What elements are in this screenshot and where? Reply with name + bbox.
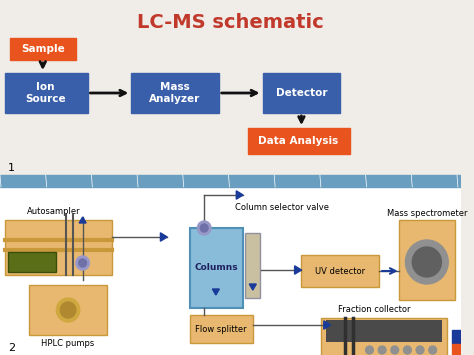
FancyBboxPatch shape [29,285,107,335]
FancyBboxPatch shape [10,38,76,60]
Text: Sample: Sample [21,44,64,54]
FancyBboxPatch shape [321,318,447,355]
Circle shape [197,221,211,235]
FancyBboxPatch shape [0,175,461,187]
Circle shape [412,247,441,277]
Circle shape [365,346,374,354]
Circle shape [405,240,448,284]
Polygon shape [79,217,86,223]
Text: HPLC pumps: HPLC pumps [41,339,95,348]
FancyBboxPatch shape [245,233,260,298]
Text: Autosampler: Autosampler [27,208,80,217]
FancyBboxPatch shape [301,255,379,287]
Text: Data Analysis: Data Analysis [258,136,338,146]
FancyBboxPatch shape [326,320,442,342]
Polygon shape [160,233,167,241]
FancyBboxPatch shape [5,73,88,113]
Circle shape [60,302,76,318]
FancyBboxPatch shape [5,220,112,275]
Circle shape [391,346,399,354]
FancyBboxPatch shape [452,330,461,344]
Polygon shape [295,266,301,274]
FancyBboxPatch shape [190,228,243,308]
Text: Fraction collector: Fraction collector [338,306,410,315]
Text: Detector: Detector [276,88,327,98]
Text: Column selector valve: Column selector valve [235,202,329,212]
FancyBboxPatch shape [8,252,56,272]
Text: Mass
Analyzer: Mass Analyzer [149,82,201,104]
Polygon shape [249,284,256,290]
Circle shape [201,224,208,232]
Polygon shape [324,321,330,329]
FancyBboxPatch shape [399,220,455,300]
Text: Columns: Columns [194,263,237,273]
Circle shape [76,256,90,270]
Polygon shape [236,191,243,199]
Text: Ion
Source: Ion Source [26,82,66,104]
Text: Flow splitter: Flow splitter [195,324,246,333]
FancyBboxPatch shape [131,73,219,113]
Text: Mass spectrometer: Mass spectrometer [387,208,467,218]
Circle shape [416,346,424,354]
Text: 2: 2 [8,343,15,353]
Text: 1: 1 [8,163,15,173]
FancyBboxPatch shape [0,0,461,175]
FancyBboxPatch shape [248,128,350,154]
Circle shape [403,346,411,354]
Polygon shape [212,289,219,295]
Text: LC-MS schematic: LC-MS schematic [137,12,324,32]
Circle shape [429,346,437,354]
Circle shape [79,259,87,267]
FancyBboxPatch shape [0,185,461,355]
FancyBboxPatch shape [263,73,340,113]
FancyBboxPatch shape [190,315,253,343]
Circle shape [378,346,386,354]
FancyBboxPatch shape [452,344,461,354]
Text: UV detector: UV detector [315,267,365,275]
Circle shape [56,298,80,322]
